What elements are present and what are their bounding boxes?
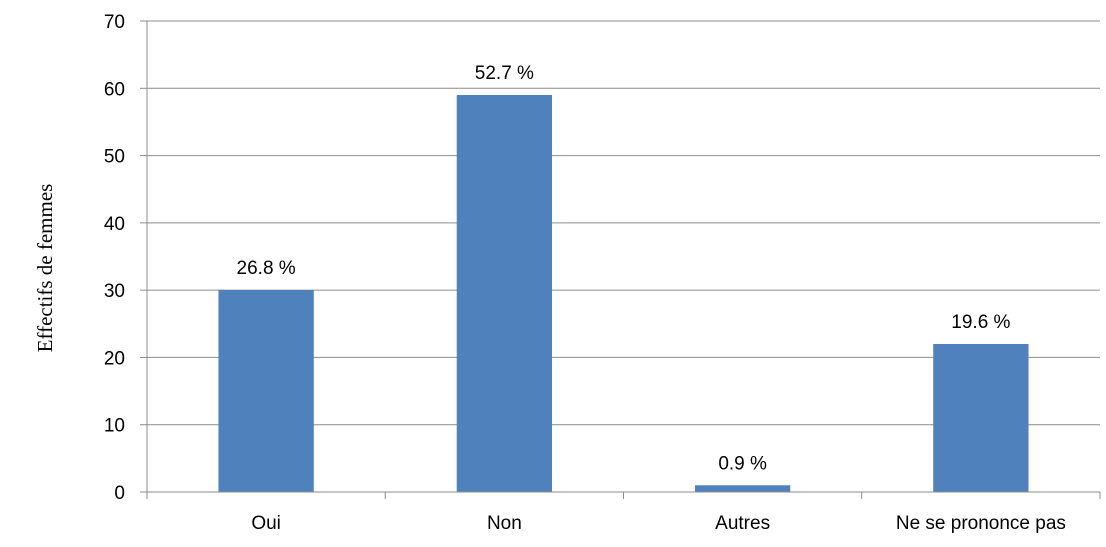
x-category-label: Non: [487, 513, 522, 534]
bar: [218, 290, 314, 492]
y-tick-label: 0: [114, 483, 125, 504]
category-labels: Oui Non Autres Ne se prononce pas: [251, 513, 1066, 534]
y-tick-label: 30: [104, 281, 125, 302]
y-tick-label: 60: [104, 79, 125, 100]
y-tick-labels: 0 10 20 30 40 50 60 70: [104, 12, 125, 504]
y-tick-label: 20: [104, 348, 125, 369]
bar-data-label: 26.8 %: [237, 258, 296, 279]
bar-data-label: 19.6 %: [951, 312, 1010, 333]
bars: [218, 95, 1029, 492]
bar-data-label: 52.7 %: [475, 63, 534, 84]
y-axis-title: Effectifs de femmes: [33, 184, 57, 353]
y-tick-label: 10: [104, 416, 125, 437]
y-tick-label: 40: [104, 214, 125, 235]
data-labels: 26.8 % 52.7 % 0.9 % 19.6 %: [237, 63, 1011, 474]
bar: [933, 343, 1029, 492]
bar-data-label: 0.9 %: [718, 453, 767, 474]
x-category-label: Oui: [251, 513, 281, 534]
axes: [140, 20, 1101, 499]
y-tick-label: 70: [104, 12, 125, 33]
x-category-label: Autres: [715, 513, 770, 534]
x-category-label: Ne se prononce pas: [896, 513, 1066, 534]
bar: [694, 485, 791, 492]
bar: [456, 95, 553, 492]
y-tick-label: 50: [104, 147, 125, 168]
